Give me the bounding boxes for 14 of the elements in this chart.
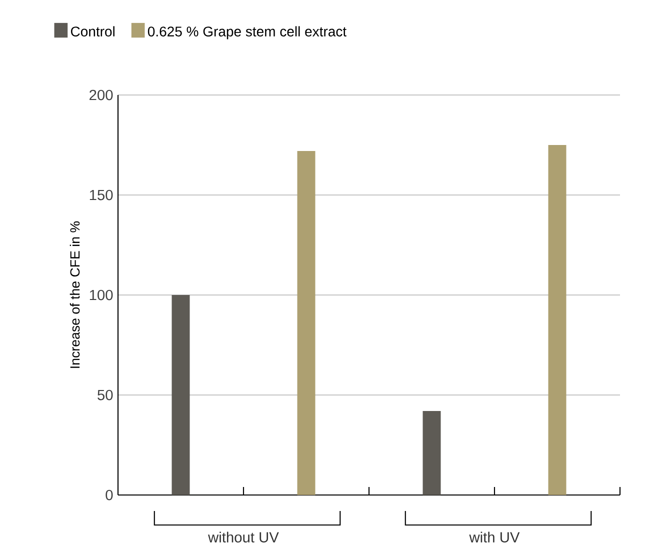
y-tick-label: 100 — [90, 290, 113, 300]
bar — [422, 410, 441, 495]
y-tick-label: 200 — [90, 90, 113, 100]
y-tick-label: 50 — [98, 390, 113, 400]
bar — [297, 150, 316, 495]
y-tick-label: 0 — [106, 490, 113, 500]
legend-label: Control — [70, 26, 114, 36]
y-axis-title: Increase of the CFE in % — [70, 221, 80, 368]
bar — [172, 294, 190, 495]
x-tick-label: without UV — [208, 532, 279, 542]
bar — [548, 145, 566, 495]
x-tick-label: with UV — [469, 532, 520, 542]
y-tick-label: 150 — [90, 190, 113, 200]
legend-label: 0.625 % Grape stem cell extract — [148, 26, 346, 40]
